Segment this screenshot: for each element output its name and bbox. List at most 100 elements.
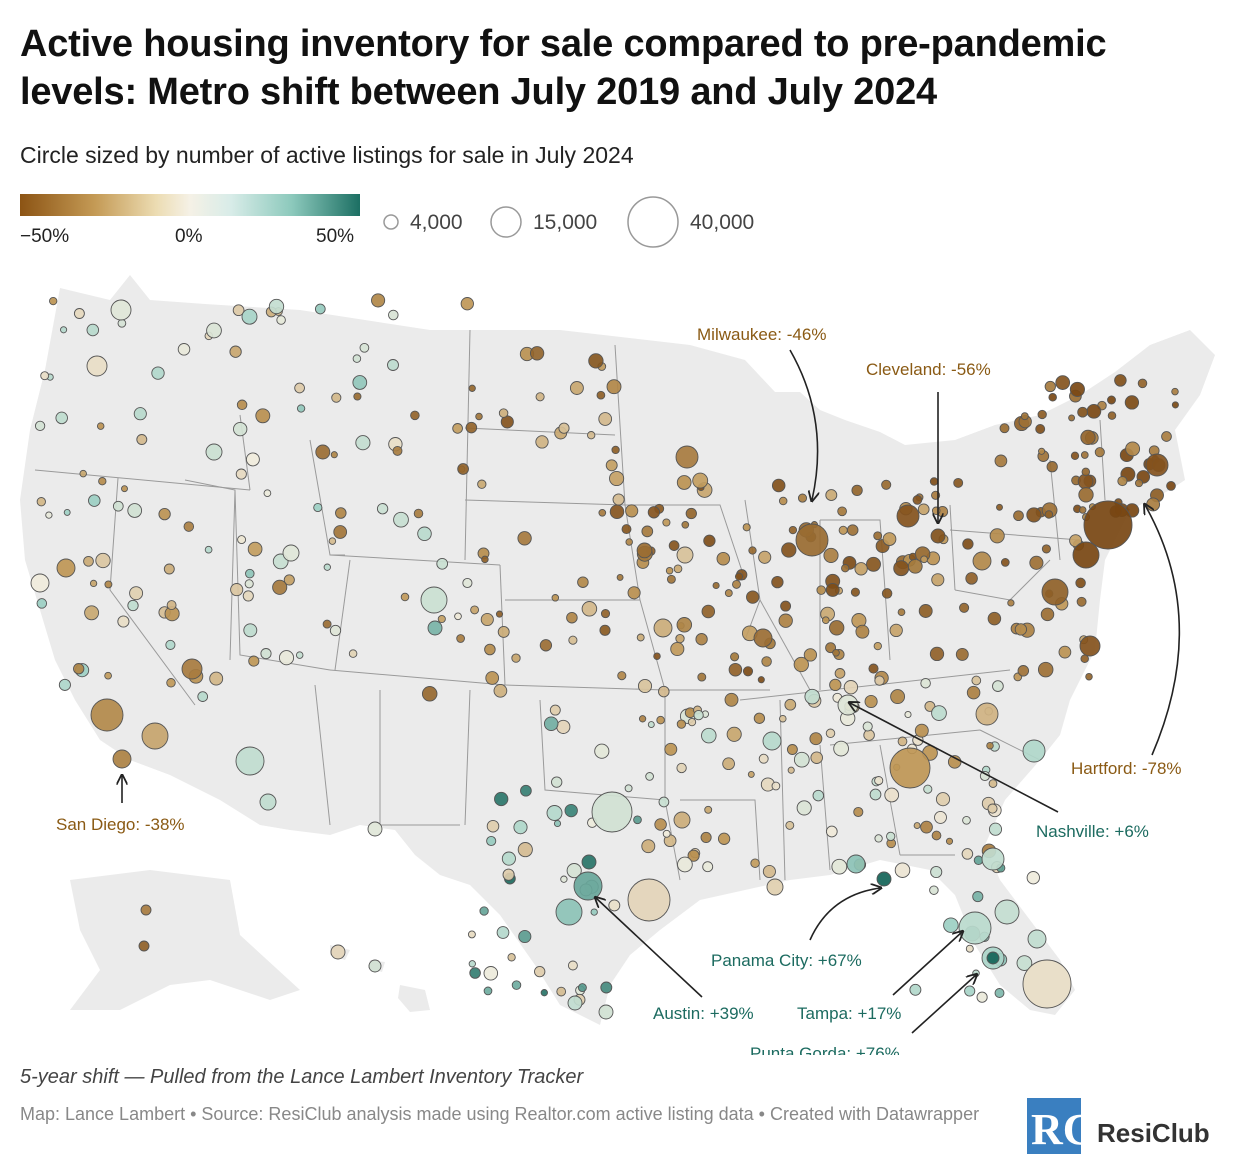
metro-circle — [1124, 395, 1140, 410]
metro-circle — [98, 477, 107, 486]
panama-city-arrow — [809, 888, 880, 941]
metro-circle — [49, 296, 58, 306]
metro-circle — [687, 849, 700, 862]
metro-circle — [209, 671, 224, 686]
metro-circle — [328, 537, 337, 545]
metro-circle — [457, 463, 469, 475]
metro-circle — [465, 421, 478, 434]
metro-circle — [1107, 395, 1116, 405]
tampa-label: Tampa: +17% — [797, 1004, 901, 1023]
metro-circle — [666, 574, 676, 584]
metro-circle — [529, 346, 545, 361]
metro-circle — [436, 557, 449, 570]
metro-circle — [1013, 510, 1024, 522]
metro-circle — [1037, 409, 1047, 420]
metro-circle — [1029, 555, 1044, 570]
metro-circle — [368, 959, 382, 973]
metro-circle — [1166, 481, 1176, 491]
metro-circle — [598, 1004, 614, 1020]
metro-circle — [825, 489, 838, 502]
metro-circle — [518, 929, 532, 944]
metro-circle — [1137, 378, 1148, 389]
metro-circle — [1038, 447, 1046, 455]
metro-circle — [456, 634, 465, 643]
metro-circle — [964, 985, 976, 997]
metro-circle — [994, 454, 1008, 468]
metro-circle — [955, 647, 969, 661]
metro-circle — [825, 728, 836, 739]
metro-circle — [724, 692, 739, 707]
color-scale-legend — [20, 194, 360, 216]
metro-circle — [793, 751, 810, 768]
metro-circle — [1080, 451, 1089, 459]
metro-circle — [893, 560, 910, 577]
metro-circle — [237, 535, 247, 545]
punta-gorda-arrow — [911, 975, 976, 1034]
metro-circle — [762, 864, 776, 879]
metro-circle — [353, 392, 362, 401]
metro-circle — [268, 298, 285, 315]
metro-circle — [230, 583, 244, 597]
state-borders — [34, 329, 1131, 881]
metro-circle — [467, 930, 476, 939]
metro-circle — [329, 624, 342, 637]
metro-circle — [322, 619, 332, 629]
metro-circle — [133, 407, 147, 421]
metro-circle — [668, 540, 680, 551]
metro-circle — [330, 944, 346, 960]
metro-circle — [787, 766, 795, 774]
metro-circle — [1070, 451, 1080, 460]
metro-circle — [83, 555, 94, 567]
metro-circle — [36, 598, 48, 609]
metro-circle — [417, 526, 432, 542]
metro-circle — [935, 792, 951, 807]
metro-circle — [962, 538, 974, 550]
metro-circle — [73, 308, 85, 319]
metro-circle — [141, 722, 169, 750]
metro-circle — [236, 399, 248, 411]
metro-circle — [780, 600, 792, 612]
metro-circle — [517, 842, 533, 858]
metro-circle — [821, 616, 830, 625]
metro-circle — [704, 805, 713, 814]
metro-circle — [88, 494, 101, 507]
metro-circle — [907, 558, 923, 574]
metro-circle — [497, 625, 510, 638]
metro-circle — [314, 303, 326, 315]
metro-circle — [904, 710, 912, 719]
metro-circle — [1083, 500, 1133, 550]
metro-circle — [920, 677, 931, 689]
metro-circle — [881, 479, 892, 490]
metro-circle — [205, 443, 223, 461]
metro-circle — [804, 688, 820, 705]
metro-circle — [86, 323, 100, 337]
metro-circle — [803, 648, 818, 662]
metro-circle — [117, 615, 130, 628]
metro-circle — [934, 810, 947, 824]
metro-circle — [485, 671, 500, 685]
metro-circle — [986, 741, 994, 750]
metro-circle — [912, 495, 923, 505]
metro-circle — [507, 953, 516, 962]
metro-circle — [598, 412, 613, 426]
metro-circle — [427, 620, 443, 636]
metro-circle — [241, 308, 258, 325]
metro-circle — [664, 742, 678, 756]
metro-circle — [873, 531, 883, 541]
annotation-arrows — [122, 349, 1181, 1034]
metro-circle — [953, 477, 964, 488]
metro-circle — [1075, 577, 1086, 589]
metro-circle — [1145, 453, 1169, 477]
metro-circle — [658, 796, 670, 808]
metro-circle — [717, 832, 731, 845]
legend-max-label: 50% — [316, 226, 355, 247]
metro-circle — [746, 590, 760, 604]
metro-circle — [996, 503, 1003, 511]
metro-circle — [673, 811, 691, 829]
hartford-arrow — [1145, 505, 1181, 756]
metro-circle — [685, 507, 697, 520]
metro-circle — [786, 744, 798, 755]
metro-circle — [243, 623, 258, 638]
metro-circle — [605, 459, 618, 472]
metro-circle — [920, 555, 928, 564]
